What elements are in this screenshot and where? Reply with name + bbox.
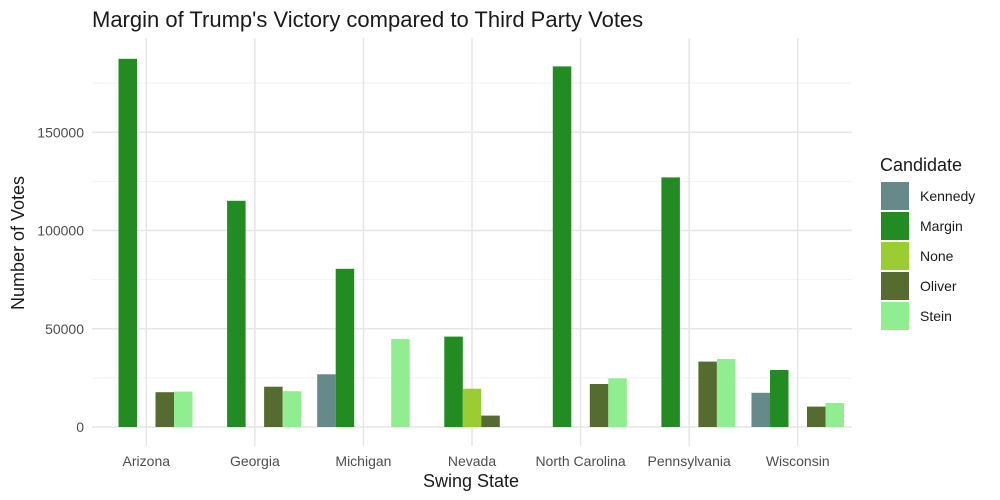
bar-margin — [770, 370, 789, 427]
y-axis-title: Number of Votes — [8, 176, 28, 310]
legend-label-stein: Stein — [920, 308, 952, 324]
legend-label-margin: Margin — [920, 218, 963, 234]
legend-key-oliver — [881, 272, 909, 300]
bar-oliver — [698, 361, 717, 427]
bar-stein — [716, 359, 736, 427]
x-tick-label: Arizona — [123, 453, 171, 469]
legend-label-oliver: Oliver — [920, 278, 957, 294]
plot-area: 0 50000 100000 150000 Arizona Georgia Michigan… — [37, 38, 852, 469]
bar-oliver — [264, 386, 283, 427]
x-tick-label: North Carolina — [535, 453, 625, 469]
legend-key-margin — [881, 212, 909, 240]
bar-stein — [282, 391, 302, 427]
bar-stein — [825, 403, 844, 427]
legend: Candidate Kennedy Margin None Oliver Stein — [880, 155, 975, 330]
bar-margin — [552, 66, 572, 428]
legend-key-none — [881, 242, 909, 270]
x-tick-label: Georgia — [230, 453, 280, 469]
legend-label-none: None — [920, 248, 954, 264]
bar-stein — [608, 378, 627, 427]
bar-margin — [661, 177, 680, 427]
legend-title: Candidate — [880, 155, 962, 175]
y-tick-label: 50000 — [45, 321, 84, 337]
bar-oliver — [807, 406, 826, 427]
bar-kennedy — [317, 374, 336, 427]
bar-stein — [391, 339, 410, 427]
y-tick-label: 0 — [76, 419, 84, 435]
legend-key-kennedy — [881, 182, 909, 210]
bar-margin — [335, 268, 355, 427]
bar-kennedy — [751, 392, 770, 427]
bar-stein — [174, 391, 193, 427]
y-tick-label: 100000 — [37, 223, 84, 239]
y-tick-label: 150000 — [37, 124, 84, 140]
bar-margin — [227, 200, 246, 427]
x-tick-label: Michigan — [335, 453, 391, 469]
chart-title: Margin of Trump's Victory compared to Th… — [92, 7, 643, 32]
legend-label-kennedy: Kennedy — [920, 188, 975, 204]
legend-key-stein — [881, 302, 909, 330]
bar-margin — [444, 336, 463, 427]
bar-oliver — [481, 415, 500, 427]
x-tick-label: Nevada — [448, 453, 496, 469]
bar-none — [462, 388, 482, 427]
x-tick-label: Pennsylvania — [648, 453, 731, 469]
x-axis-title: Swing State — [423, 471, 519, 491]
bar-oliver — [589, 384, 609, 427]
bar-oliver — [155, 392, 174, 427]
x-tick-label: Wisconsin — [766, 453, 830, 469]
bar-margin — [118, 58, 137, 428]
